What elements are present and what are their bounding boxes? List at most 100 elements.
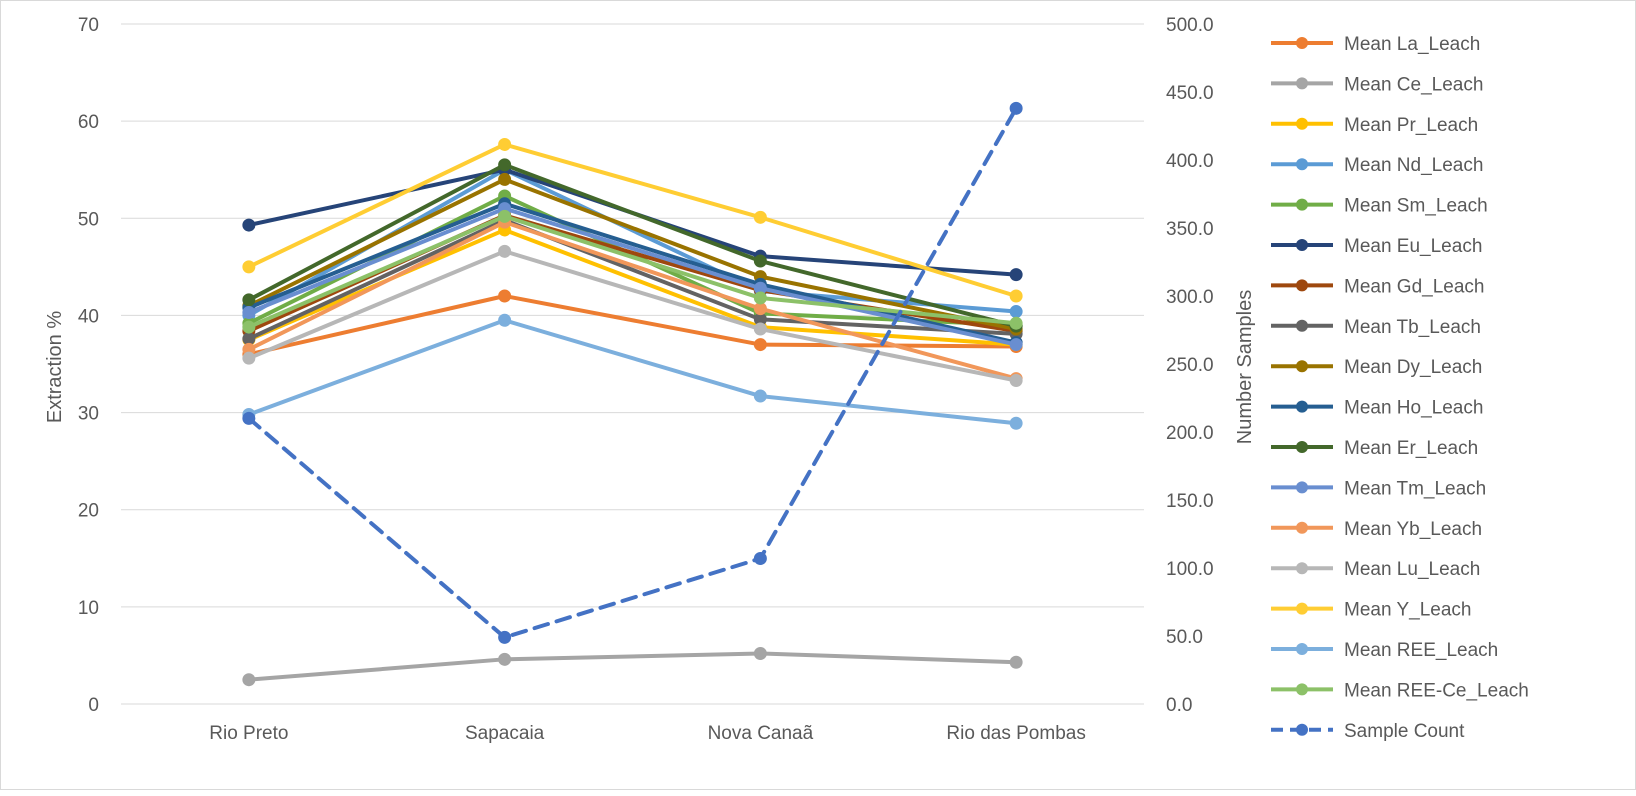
legend-item[interactable]: Mean Ce_Leach xyxy=(1271,74,1483,95)
y2-tick-label: 450.0 xyxy=(1166,83,1214,104)
series-line xyxy=(246,142,1019,298)
series-sample-count xyxy=(242,101,1023,644)
series-line xyxy=(246,651,1019,682)
y2-tick-label: 0.0 xyxy=(1166,695,1192,716)
legend-item[interactable]: Mean Nd_Leach xyxy=(1271,155,1483,176)
legend-swatch-marker xyxy=(1296,400,1308,413)
data-point xyxy=(753,338,767,352)
legend-item[interactable]: Mean Ho_Leach xyxy=(1271,398,1483,419)
series-line xyxy=(246,214,1019,330)
legend-item[interactable]: Mean Er_Leach xyxy=(1271,438,1478,459)
data-point xyxy=(1009,305,1023,319)
data-point xyxy=(1009,289,1023,303)
series-mean-ce-leach xyxy=(242,646,1023,687)
data-point xyxy=(498,630,512,644)
legend-label: Mean Er_Leach xyxy=(1344,438,1478,459)
series-mean-er-leach xyxy=(242,158,1023,333)
y-tick-label: 10 xyxy=(78,598,99,619)
y2-tick-label: 250.0 xyxy=(1166,355,1214,376)
legend: Mean La_Leach Mean Ce_Leach Mean Pr_Leach M… xyxy=(1271,34,1529,742)
x-tick-label: Sapacaia xyxy=(465,723,545,744)
y-tick-label: 50 xyxy=(78,209,99,230)
legend-label: Mean Ho_Leach xyxy=(1344,398,1483,419)
y2-tick-label: 50.0 xyxy=(1166,627,1203,648)
legend-label: Mean Tb_Leach xyxy=(1344,317,1481,338)
data-point xyxy=(242,320,256,334)
data-point xyxy=(753,551,767,565)
legend-item[interactable]: Mean Tb_Leach xyxy=(1271,317,1481,338)
data-point xyxy=(242,351,256,365)
data-point xyxy=(498,209,512,223)
y2-tick-label: 400.0 xyxy=(1166,151,1214,172)
legend-item[interactable]: Mean Sm_Leach xyxy=(1271,196,1488,217)
legend-label: Mean Lu_Leach xyxy=(1344,559,1480,580)
y-tick-label: 30 xyxy=(78,404,99,425)
legend-item[interactable]: Mean Lu_Leach xyxy=(1271,559,1480,580)
data-point xyxy=(498,158,512,172)
y2-tick-label: 300.0 xyxy=(1166,287,1214,308)
legend-label: Mean REE_Leach xyxy=(1344,640,1498,661)
y2-tick-label: 350.0 xyxy=(1166,219,1214,240)
legend-swatch-marker xyxy=(1296,279,1308,292)
legend-item[interactable]: Mean Y_Leach xyxy=(1271,600,1471,621)
legend-item[interactable]: Mean Eu_Leach xyxy=(1271,236,1482,257)
legend-item[interactable]: Mean Pr_Leach xyxy=(1271,115,1478,136)
legend-swatch-marker xyxy=(1296,441,1308,453)
legend-item[interactable]: Mean La_Leach xyxy=(1271,34,1480,55)
legend-label: Mean Tm_Leach xyxy=(1344,478,1486,499)
series-line xyxy=(246,106,1019,640)
legend-swatch-marker xyxy=(1296,158,1308,171)
data-point xyxy=(242,673,256,687)
axes: Extraction % Number Samples 0 10 20 30 40 50 6… xyxy=(44,15,1256,744)
data-point xyxy=(1009,338,1023,352)
legend-item[interactable]: Mean Gd_Leach xyxy=(1271,276,1485,297)
data-point xyxy=(753,210,767,224)
data-point xyxy=(498,289,512,303)
data-point xyxy=(1009,374,1023,388)
legend-label: Mean REE-Ce_Leach xyxy=(1344,680,1529,701)
data-point xyxy=(1009,416,1023,430)
legend-item[interactable]: Mean Tm_Leach xyxy=(1271,478,1486,499)
legend-swatch-marker xyxy=(1296,239,1308,251)
data-point xyxy=(498,172,512,186)
data-point xyxy=(242,306,256,320)
data-point xyxy=(498,652,512,666)
x-tick-label: Rio das Pombas xyxy=(946,723,1085,744)
data-point xyxy=(498,244,512,258)
series-mean-ree-ce-leach xyxy=(242,209,1023,334)
legend-item[interactable]: Mean REE-Ce_Leach xyxy=(1271,680,1529,701)
data-point xyxy=(242,218,256,232)
y-tick-label: 70 xyxy=(78,15,99,36)
series-line xyxy=(246,177,1019,332)
legend-swatch-marker xyxy=(1296,562,1308,575)
data-point xyxy=(1009,101,1023,115)
legend-swatch-marker xyxy=(1296,198,1308,211)
secondary-y-axis-title: Number Samples xyxy=(1234,290,1256,445)
legend-swatch-marker xyxy=(1296,319,1308,332)
legend-swatch-marker xyxy=(1296,117,1308,130)
series-mean-lu-leach xyxy=(242,244,1023,388)
x-tick-label: Rio Preto xyxy=(209,723,288,744)
legend-item[interactable]: Mean Yb_Leach xyxy=(1271,519,1482,540)
legend-swatch-marker xyxy=(1296,77,1308,90)
data-point xyxy=(753,389,767,403)
legend-label: Sample Count xyxy=(1344,721,1465,742)
legend-label: Mean Dy_Leach xyxy=(1344,357,1482,378)
series-line xyxy=(246,218,1019,341)
legend-item[interactable]: Mean REE_Leach xyxy=(1271,640,1498,661)
data-point xyxy=(1009,316,1023,330)
data-point xyxy=(753,322,767,336)
legend-item[interactable]: Sample Count xyxy=(1271,721,1465,742)
legend-swatch-marker xyxy=(1296,481,1308,494)
x-tick-label: Nova Canaã xyxy=(708,723,814,744)
legend-label: Mean Yb_Leach xyxy=(1344,519,1482,540)
legend-label: Mean Pr_Leach xyxy=(1344,115,1478,136)
data-point xyxy=(753,254,767,268)
series-mean-ree-leach xyxy=(242,313,1023,430)
legend-item[interactable]: Mean Dy_Leach xyxy=(1271,357,1482,378)
legend-label: Mean Ce_Leach xyxy=(1344,74,1483,95)
y-axis-title: Extraction % xyxy=(44,311,66,423)
series-line xyxy=(246,201,1019,345)
y2-tick-label: 150.0 xyxy=(1166,491,1214,512)
series-mean-y-leach xyxy=(242,137,1023,303)
